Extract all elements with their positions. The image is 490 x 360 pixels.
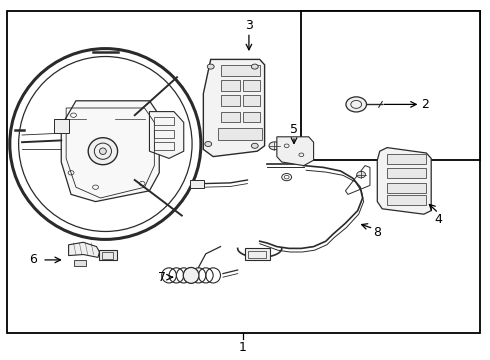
Text: 3: 3: [245, 19, 253, 32]
Bar: [220, 65, 260, 76]
Bar: [387, 183, 426, 193]
Polygon shape: [203, 59, 265, 157]
Polygon shape: [377, 148, 431, 214]
Bar: [54, 119, 69, 133]
Text: 7: 7: [158, 271, 166, 284]
Bar: [387, 168, 426, 178]
Bar: [102, 252, 113, 259]
Ellipse shape: [205, 141, 212, 147]
Bar: [245, 248, 270, 260]
Bar: [154, 117, 174, 125]
Ellipse shape: [251, 64, 258, 69]
Bar: [301, 11, 480, 160]
Bar: [190, 180, 204, 188]
Bar: [243, 112, 260, 122]
Polygon shape: [69, 242, 99, 257]
Bar: [74, 260, 86, 266]
Text: 6: 6: [29, 253, 37, 266]
Polygon shape: [277, 137, 314, 166]
Ellipse shape: [183, 267, 199, 283]
Bar: [387, 195, 426, 205]
Bar: [248, 251, 266, 258]
Text: 1: 1: [239, 341, 246, 354]
Bar: [218, 128, 262, 140]
Bar: [220, 112, 240, 122]
Bar: [243, 95, 260, 106]
Bar: [7, 11, 480, 333]
Ellipse shape: [357, 171, 366, 178]
Ellipse shape: [346, 97, 367, 112]
Text: 2: 2: [421, 98, 429, 111]
Ellipse shape: [269, 142, 280, 150]
Ellipse shape: [88, 138, 118, 165]
Ellipse shape: [251, 143, 258, 148]
Bar: [154, 130, 174, 138]
Bar: [220, 80, 240, 91]
Bar: [99, 250, 117, 260]
Text: 4: 4: [435, 213, 442, 226]
Ellipse shape: [207, 64, 214, 69]
Bar: [220, 95, 240, 106]
Bar: [154, 142, 174, 150]
Bar: [387, 154, 426, 164]
Polygon shape: [61, 101, 159, 202]
Text: 5: 5: [290, 123, 298, 136]
Ellipse shape: [99, 148, 106, 154]
Bar: [243, 80, 260, 91]
Polygon shape: [149, 112, 184, 158]
Text: 8: 8: [373, 226, 381, 239]
